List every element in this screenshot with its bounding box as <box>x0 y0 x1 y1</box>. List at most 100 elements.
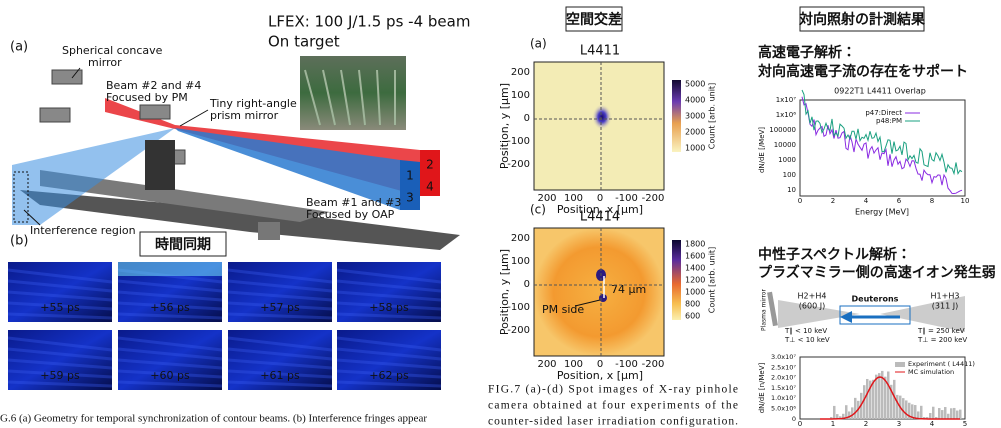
frame-label: +56 ps <box>150 301 190 314</box>
caption: camera obtained at four experiments of t… <box>488 400 738 412</box>
label: H2+H4 <box>798 292 827 301</box>
legend-swatch <box>895 362 905 367</box>
x-tick-label: 2 <box>864 420 868 428</box>
y-tick-label: 200 <box>511 233 530 244</box>
x-tick-label: 6 <box>897 197 902 205</box>
leader <box>180 110 208 126</box>
frame-label: +59 ps <box>40 369 80 382</box>
badge-text: 時間同期 <box>155 236 211 253</box>
x-tick-label: 10 <box>961 197 970 205</box>
x-tick-label: 2 <box>831 197 835 205</box>
x-tick-label: 200 <box>537 359 556 370</box>
y-tick-label: 1000 <box>778 156 796 164</box>
colorbar <box>672 240 681 320</box>
y-tick-label: 10000 <box>774 141 796 149</box>
plasma-mirror <box>767 292 778 326</box>
heading: 中性子スペクトル解析： <box>758 246 911 263</box>
label: 0922T1 L4411 Overlap <box>834 87 926 96</box>
caption: counter-sided laser irradiation configur… <box>488 416 738 428</box>
histogram-bar <box>959 410 962 419</box>
label: Focused by OAP <box>306 208 395 221</box>
colorbar-tick-label: 1000 <box>685 144 705 153</box>
y-tick-label: 1x10⁷ <box>776 96 797 104</box>
y-tick-label: 2.5x10⁷ <box>771 363 796 371</box>
label: prism mirror <box>210 109 279 122</box>
label: T⊥ = 200 keV <box>917 336 967 344</box>
heading: プラズマミラー側の高速イオン発生弱 <box>758 264 996 281</box>
beam-number: 4 <box>426 180 434 194</box>
caption: FIG.7 (a)-(d) Spot images of X-ray pinho… <box>488 384 738 396</box>
colorbar-label: Count [arb. unit] <box>708 83 717 149</box>
x-tick-label: 0 <box>798 420 802 428</box>
x-axis-label: Position, x [μm] <box>557 369 643 382</box>
y-tick-label: 100000 <box>769 126 796 134</box>
histogram-bar <box>920 406 923 419</box>
histogram-bar <box>950 408 953 419</box>
y-tick-label: 5.0x10⁶ <box>771 405 796 413</box>
x-tick-label: 4 <box>930 420 935 428</box>
x-tick-label: 5 <box>963 420 967 428</box>
y-axis-label: dN/dE [n/MeV] <box>758 362 766 413</box>
histogram-bar <box>929 413 932 419</box>
optic-mount <box>40 108 70 122</box>
frame-label: +61 ps <box>260 369 300 382</box>
slide: LFEX: 100 J/1.5 ps -4 beamOn target(a)Sp… <box>0 0 1001 428</box>
beam-number: 2 <box>426 158 434 172</box>
label: T⊥ < 10 keV <box>784 336 830 344</box>
heading: 高速電子解析： <box>758 44 856 61</box>
header-text: LFEX: 100 J/1.5 ps -4 beam <box>268 13 470 31</box>
colorbar-tick-label: 2000 <box>685 128 705 137</box>
histogram-bar <box>878 373 881 419</box>
header-text: On target <box>268 33 340 51</box>
label: (a) <box>530 37 547 51</box>
y-tick-label: 100 <box>783 171 796 179</box>
histogram-bar <box>947 414 950 419</box>
label: Focused by PM <box>106 91 188 104</box>
y-tick-label: 100 <box>511 256 530 267</box>
x-tick-label: 4 <box>864 197 869 205</box>
y-tick-label: 1x10⁶ <box>776 111 797 119</box>
colorbar-tick-label: 4000 <box>685 96 705 105</box>
colorbar-tick-label: 800 <box>685 300 700 309</box>
histogram-bar <box>905 400 908 419</box>
colorbar-tick-label: 600 <box>685 312 700 321</box>
heading: 対向高速電子流の存在をサポート <box>757 63 968 80</box>
label: T∥ = 250 keV <box>917 327 965 335</box>
y-tick-label: 1.5x10⁷ <box>771 384 796 392</box>
label: (600 J) <box>799 302 825 311</box>
optic-mount <box>140 105 170 119</box>
histogram-bar <box>902 398 905 419</box>
mirror-label: Plasma mirror <box>761 289 768 331</box>
chamber <box>145 140 175 190</box>
histogram-bar <box>896 395 899 419</box>
histogram-bar <box>938 408 941 419</box>
legend-text: p47:Direct <box>865 109 902 117</box>
spot <box>599 294 607 302</box>
y-axis-label: dN/dE [/MeV] <box>758 127 766 173</box>
histogram-bar <box>956 411 959 419</box>
label: (b) <box>10 234 28 249</box>
y-tick-label: 100 <box>511 90 530 101</box>
y-tick-label: 1.0x10⁷ <box>771 394 796 402</box>
legend-text: Experiment ( L4411) <box>908 360 975 368</box>
legend-text: p48:PM <box>876 117 902 125</box>
frame-label: +60 ps <box>150 369 190 382</box>
y-axis-label: Position, y [μm] <box>498 83 511 169</box>
histogram-bar <box>887 371 890 419</box>
label: (a) <box>10 40 28 55</box>
x-tick-label: -200 <box>642 193 665 204</box>
label: Deuterons <box>852 295 899 304</box>
histogram-bar <box>884 377 887 419</box>
y-tick-label: 200 <box>511 67 530 78</box>
frame-label: +55 ps <box>40 301 80 314</box>
frame-label: +58 ps <box>369 301 409 314</box>
beam-number: 1 <box>406 169 414 183</box>
histogram-bar <box>866 379 869 419</box>
label: H1+H3 <box>931 292 960 301</box>
frame-label: +62 ps <box>369 369 409 382</box>
colorbar-tick-label: 5000 <box>685 80 705 89</box>
label: T∥ < 10 keV <box>784 327 827 335</box>
badge-text: 対向照射の計測結果 <box>798 11 926 28</box>
y-tick-label: 0 <box>524 279 530 290</box>
label: (c) <box>530 203 546 217</box>
